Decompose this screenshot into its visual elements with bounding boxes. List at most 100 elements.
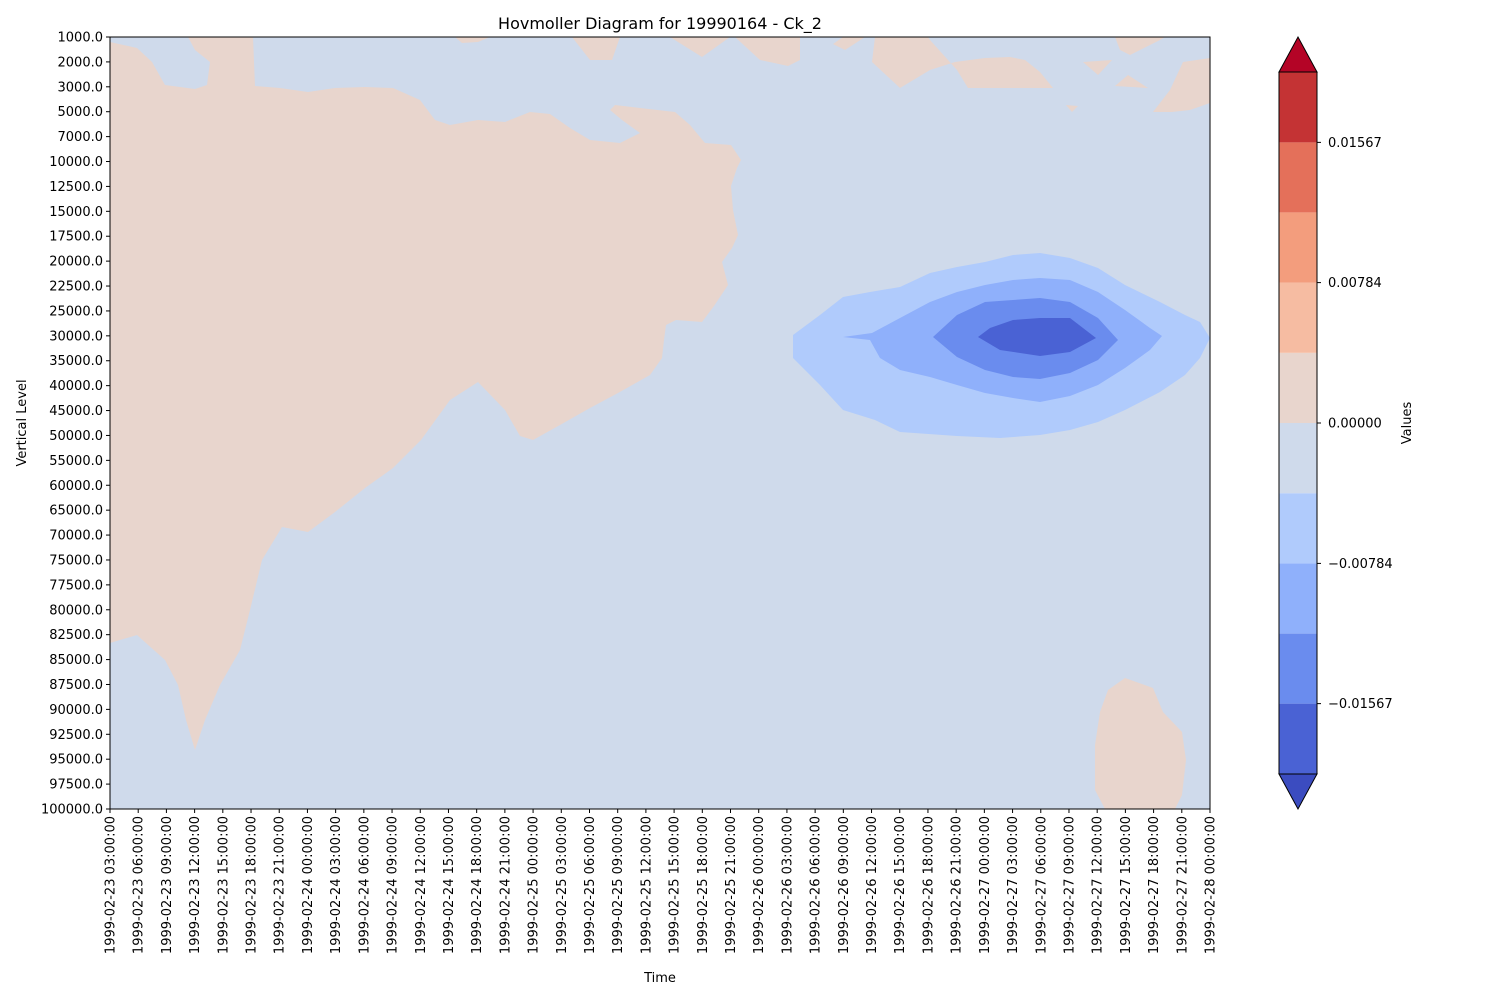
- y-axis-ticks: 1000.0 2000.0 3000.0 5000.0 7000.0 10000.0 125…: [41, 31, 110, 818]
- contour-band-background-notch: [110, 37, 210, 89]
- x-tick-label: 1999-02-27 00:00:00: [978, 816, 993, 954]
- contour-band-positive-left: [110, 37, 741, 750]
- contour-band-positive-top-1: [455, 37, 490, 43]
- x-tick-label: 1999-02-25 06:00:00: [583, 816, 598, 954]
- contour-area: [110, 37, 1210, 809]
- contour-band-positive-top-4: [735, 37, 800, 66]
- contour-band-positive-top-11: [1153, 58, 1210, 112]
- y-tick-label: 50000.0: [49, 429, 103, 444]
- y-tick-label: 75000.0: [49, 553, 103, 568]
- x-tick-label: 1999-02-25 00:00:00: [527, 816, 542, 954]
- colorbar-extend-over: [1278, 35, 1318, 73]
- x-tick-label: 1999-02-24 09:00:00: [386, 816, 401, 954]
- y-tick-label: 30000.0: [49, 329, 103, 344]
- x-tick-label: 1999-02-26 15:00:00: [893, 816, 908, 954]
- x-tick-label: 1999-02-24 03:00:00: [329, 816, 344, 954]
- x-tick-label: 1999-02-25 21:00:00: [724, 816, 739, 954]
- y-axis-label: Vertical Level: [15, 379, 30, 466]
- colorbar-extend-under: [1278, 773, 1318, 811]
- y-tick-label: 82500.0: [49, 628, 103, 643]
- x-tick-label: 1999-02-24 15:00:00: [442, 816, 457, 954]
- contour-band-positive-top-6: [872, 37, 1053, 88]
- x-tick-label: 1999-02-25 18:00:00: [696, 816, 711, 954]
- x-tick-label: 1999-02-26 00:00:00: [752, 816, 767, 954]
- contour-band-positive-top-7: [1115, 37, 1165, 55]
- y-tick-label: 2000.0: [58, 55, 104, 70]
- y-tick-label: 45000.0: [49, 404, 103, 419]
- colorbar-band: [1279, 493, 1317, 564]
- x-tick-label: 1999-02-23 21:00:00: [273, 816, 288, 954]
- y-tick-label: 17500.0: [49, 230, 103, 245]
- y-tick-label: 35000.0: [49, 354, 103, 369]
- x-tick-label: 1999-02-23 06:00:00: [132, 816, 147, 954]
- y-tick-label: 87500.0: [49, 678, 103, 693]
- y-tick-label: 10000.0: [49, 155, 103, 170]
- colorbar-tick-label: −0.01567: [1328, 697, 1393, 712]
- x-tick-label: 1999-02-24 06:00:00: [357, 816, 372, 954]
- colorbar-band: [1279, 282, 1317, 353]
- x-tick-label: 1999-02-25 12:00:00: [639, 816, 654, 954]
- x-tick-label: 1999-02-26 12:00:00: [865, 816, 880, 954]
- x-tick-label: 1999-02-26 06:00:00: [809, 816, 824, 954]
- x-tick-label: 1999-02-23 09:00:00: [160, 816, 175, 954]
- y-tick-label: 70000.0: [49, 529, 103, 544]
- y-tick-label: 22500.0: [49, 280, 103, 295]
- y-tick-label: 85000.0: [49, 653, 103, 668]
- x-tick-label: 1999-02-26 03:00:00: [780, 816, 795, 954]
- y-tick-label: 77500.0: [49, 578, 103, 593]
- x-tick-label: 1999-02-23 12:00:00: [188, 816, 203, 954]
- contour-band-positive-top-5: [833, 37, 865, 50]
- contour-band-neg-4: [978, 318, 1096, 356]
- y-tick-label: 25000.0: [49, 304, 103, 319]
- x-tick-label: 1999-02-27 12:00:00: [1091, 816, 1106, 954]
- colorbar-band: [1279, 633, 1317, 704]
- colorbar-bands: [1279, 72, 1317, 774]
- y-tick-label: 90000.0: [49, 703, 103, 718]
- x-tick-label: 1999-02-25 09:00:00: [611, 816, 626, 954]
- x-tick-label: 1999-02-24 12:00:00: [414, 816, 429, 954]
- x-axis-ticks: 1999-02-23 03:00:00 1999-02-23 06:00:00 19…: [104, 809, 1219, 954]
- y-tick-label: 95000.0: [49, 753, 103, 768]
- y-tick-label: 97500.0: [49, 778, 103, 793]
- y-tick-label: 3000.0: [58, 80, 104, 95]
- y-tick-label: 1000.0: [58, 31, 104, 46]
- x-tick-label: 1999-02-24 00:00:00: [301, 816, 316, 954]
- x-tick-label: 1999-02-26 09:00:00: [837, 816, 852, 954]
- x-tick-label: 1999-02-26 18:00:00: [921, 816, 936, 954]
- y-tick-label: 20000.0: [49, 255, 103, 270]
- y-tick-label: 5000.0: [58, 105, 104, 120]
- x-tick-label: 1999-02-23 18:00:00: [245, 816, 260, 954]
- colorbar-ticks: 0.01567 0.00784 0.00000 −0.00784 −0.01567: [1317, 136, 1393, 712]
- x-tick-label: 1999-02-24 18:00:00: [470, 816, 485, 954]
- colorbar-band: [1279, 423, 1317, 494]
- x-tick-label: 1999-02-26 21:00:00: [950, 816, 965, 954]
- y-tick-label: 65000.0: [49, 504, 103, 519]
- colorbar-band: [1279, 563, 1317, 634]
- x-axis-label: Time: [643, 971, 676, 986]
- y-tick-label: 100000.0: [41, 803, 103, 818]
- colorbar-band: [1279, 212, 1317, 283]
- x-tick-label: 1999-02-27 21:00:00: [1175, 816, 1190, 954]
- chart-title: Hovmoller Diagram for 19990164 - Ck_2: [498, 14, 822, 34]
- colorbar-band: [1279, 72, 1317, 143]
- y-tick-label: 15000.0: [49, 205, 103, 220]
- y-tick-label: 12500.0: [49, 180, 103, 195]
- colorbar: 0.01567 0.00784 0.00000 −0.00784 −0.01567 Va…: [1278, 35, 1415, 811]
- colorbar-tick-label: 0.00000: [1328, 417, 1382, 432]
- y-tick-label: 7000.0: [58, 130, 104, 145]
- contour-band-positive-top-3: [670, 37, 730, 57]
- contour-band-positive-bottom-right: [1095, 678, 1186, 809]
- y-tick-label: 80000.0: [49, 603, 103, 618]
- colorbar-tick-label: 0.01567: [1328, 136, 1382, 151]
- x-tick-label: 1999-02-23 03:00:00: [104, 816, 119, 954]
- y-tick-label: 92500.0: [49, 728, 103, 743]
- x-tick-label: 1999-02-24 21:00:00: [498, 816, 513, 954]
- contour-band-positive-top-10: [1066, 105, 1078, 112]
- x-tick-label: 1999-02-27 06:00:00: [1034, 816, 1049, 954]
- y-tick-label: 60000.0: [49, 479, 103, 494]
- contour-band-positive-top-8: [1083, 60, 1112, 75]
- colorbar-band: [1279, 352, 1317, 423]
- x-tick-label: 1999-02-25 03:00:00: [555, 816, 570, 954]
- x-tick-label: 1999-02-25 15:00:00: [668, 816, 683, 954]
